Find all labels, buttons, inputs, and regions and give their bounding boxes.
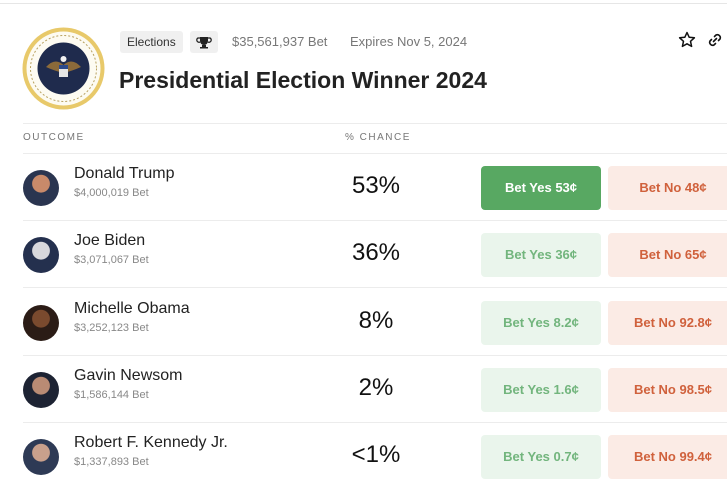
bet-yes-button[interactable]: Bet Yes 36¢ — [481, 233, 601, 278]
outcome-volume: $3,071,067 Bet — [74, 254, 149, 267]
outcome-name: Gavin Newsom — [74, 366, 183, 384]
outcome-name: Michelle Obama — [74, 299, 190, 317]
category-tag[interactable]: Elections — [120, 31, 183, 53]
outcome-chance: 36% — [351, 239, 401, 267]
outcome-chance: 2% — [358, 373, 394, 401]
bet-no-button[interactable]: Bet No 48¢ — [608, 166, 727, 210]
avatar — [23, 371, 59, 408]
column-header: OUTCOME — [23, 132, 85, 143]
divider — [23, 354, 727, 356]
bet-no-button[interactable]: Bet No 99.4¢ — [608, 435, 727, 480]
outcome-row: Michelle Obama $3,252,123 Bet 8% Bet Yes 8.… — [0, 289, 727, 356]
divider — [23, 153, 727, 154]
outcome-volume: $1,337,893 Bet — [74, 456, 149, 469]
outcome-chance: 53% — [351, 172, 401, 199]
bet-no-button[interactable]: Bet No 65¢ — [608, 233, 727, 278]
outcome-row: Gavin Newsom $1,586,144 Bet 2% Bet Yes 1.6¢… — [0, 356, 727, 423]
volume: $35,561,937 Bet — [232, 34, 328, 49]
expiry: Expires Nov 5, 2024 — [350, 34, 468, 49]
bet-no-button[interactable]: Bet No 98.5¢ — [608, 367, 727, 412]
divider — [23, 287, 727, 289]
link-icon[interactable] — [706, 31, 724, 49]
outcome-name: Joe Biden — [74, 232, 146, 250]
avatar — [23, 237, 59, 274]
avatar — [23, 170, 59, 206]
bet-yes-button[interactable]: Bet Yes 0.7¢ — [481, 435, 601, 480]
seal — [22, 27, 105, 110]
outcome-row: Donald Trump $4,000,019 Bet 53% Bet Yes 53¢… — [0, 154, 727, 221]
avatar — [23, 304, 59, 341]
bet-yes-button[interactable]: Bet Yes 53¢ — [481, 166, 601, 210]
page: Elections $35,561,937 Bet Expires Nov 5,… — [0, 3, 727, 480]
outcome-row: Joe Biden $3,071,067 Bet 36% Bet Yes 36¢ Bet… — [0, 221, 727, 289]
outcome-volume: $4,000,019 Bet — [74, 187, 149, 199]
outcome-row: Robert F. Kennedy Jr. $1,337,893 Bet <1% Be… — [0, 423, 727, 490]
outcome-chance: <1% — [351, 441, 401, 469]
outcome-name: Robert F. Kennedy Jr. — [74, 434, 228, 452]
star-icon[interactable] — [678, 31, 696, 49]
outcome-name: Donald Trump — [74, 165, 175, 182]
trophy-icon[interactable] — [190, 31, 218, 53]
bet-yes-button[interactable]: Bet Yes 1.6¢ — [481, 367, 601, 412]
column-header: % CHANCE — [345, 132, 411, 143]
outcome-chance: 8% — [358, 306, 394, 334]
market-title: Presidential Election Winner 2024 — [119, 67, 487, 93]
outcome-volume: $3,252,123 Bet — [74, 321, 149, 334]
divider — [23, 123, 727, 124]
bet-no-button[interactable]: Bet No 92.8¢ — [608, 300, 727, 345]
divider — [23, 421, 727, 423]
divider — [0, 3, 727, 4]
bet-yes-button[interactable]: Bet Yes 8.2¢ — [481, 300, 601, 345]
avatar — [23, 439, 59, 476]
divider — [23, 220, 727, 221]
outcome-volume: $1,586,144 Bet — [74, 388, 149, 401]
